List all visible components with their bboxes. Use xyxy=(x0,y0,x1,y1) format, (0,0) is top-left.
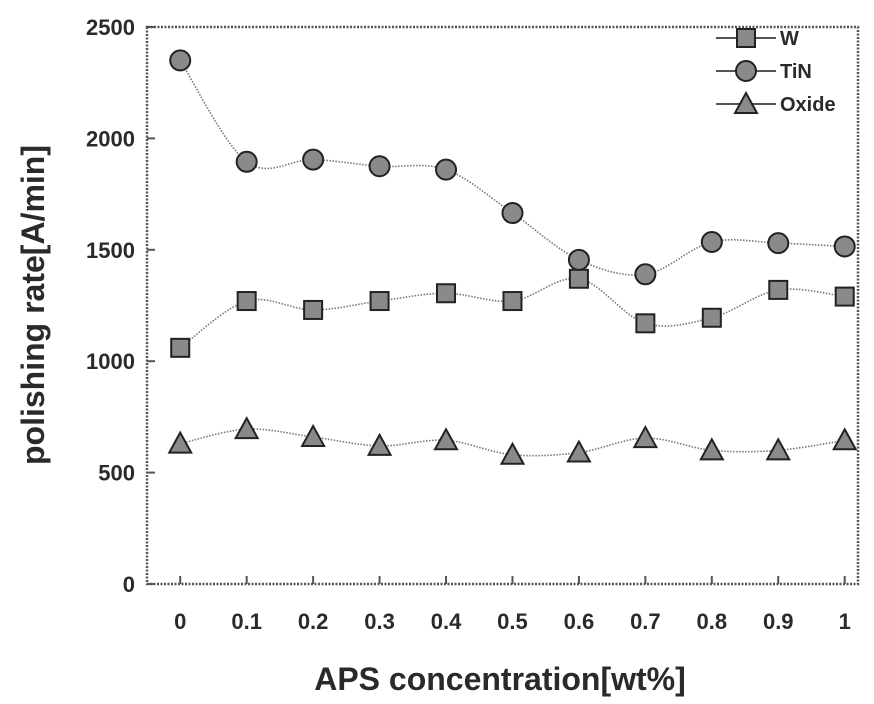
data-point-tin xyxy=(303,150,323,170)
series-line-w xyxy=(180,278,844,347)
x-tick-label: 0.4 xyxy=(431,609,462,634)
y-tick-labels: 0 500 1000 1500 2000 2500 xyxy=(86,15,135,597)
data-point-tin xyxy=(635,264,655,284)
x-tick-label: 0.6 xyxy=(564,609,595,634)
data-point-tin xyxy=(502,203,522,223)
data-point-w xyxy=(171,339,189,357)
data-point-w xyxy=(836,288,854,306)
data-point-w xyxy=(703,309,721,327)
y-tick-label: 0 xyxy=(123,572,135,597)
data-point-tin xyxy=(436,160,456,180)
x-tick-label: 0.3 xyxy=(364,609,395,634)
data-point-tin xyxy=(702,232,722,252)
data-point-w xyxy=(371,292,389,310)
legend-item-w: W xyxy=(716,28,799,50)
x-tick-label: 0.5 xyxy=(497,609,528,634)
series-oxide xyxy=(169,418,855,464)
data-point-oxide xyxy=(834,429,856,449)
y-tick-label: 1000 xyxy=(86,349,135,374)
data-point-oxide xyxy=(435,429,457,449)
x-tick-labels: 0 0.1 0.2 0.3 0.4 0.5 0.6 0.7 0.8 0.9 1 xyxy=(174,609,851,634)
y-tick-label: 1500 xyxy=(86,238,135,263)
legend-item-tin: TiN xyxy=(716,61,812,83)
data-point-tin xyxy=(835,236,855,256)
y-tick-label: 2000 xyxy=(86,126,135,151)
legend-label: W xyxy=(780,28,799,50)
legend-item-oxide: Oxide xyxy=(716,93,836,116)
x-tick-label: 0.1 xyxy=(231,609,262,634)
legend-marker-tin xyxy=(736,61,756,81)
legend-marker-w xyxy=(737,29,755,47)
legend-label: TiN xyxy=(780,61,812,83)
x-tick-label: 0.8 xyxy=(697,609,728,634)
y-tick-label: 500 xyxy=(98,461,135,486)
data-point-oxide xyxy=(767,439,789,459)
series-line-tin xyxy=(180,60,844,275)
x-tick-label: 0.9 xyxy=(763,609,794,634)
data-point-oxide xyxy=(236,418,258,438)
x-axis-title: APS concentration[wt%] xyxy=(314,661,686,697)
series-tin xyxy=(170,50,854,284)
data-point-oxide xyxy=(169,433,191,453)
data-point-w xyxy=(304,301,322,319)
y-tick-label: 2500 xyxy=(86,15,135,40)
data-point-w xyxy=(238,292,256,310)
y-axis-title: polishing rate[A/min] xyxy=(15,145,51,465)
data-point-tin xyxy=(170,50,190,70)
legend: W TiN Oxide xyxy=(716,28,836,116)
data-point-tin xyxy=(768,233,788,253)
data-point-w xyxy=(636,314,654,332)
data-point-tin xyxy=(569,250,589,270)
x-tick-label: 0.7 xyxy=(630,609,661,634)
data-point-oxide xyxy=(501,444,523,464)
data-point-w xyxy=(570,270,588,288)
data-point-tin xyxy=(237,152,257,172)
x-tick-label: 0.2 xyxy=(298,609,329,634)
data-point-oxide xyxy=(634,427,656,447)
data-point-tin xyxy=(370,156,390,176)
data-point-w xyxy=(437,284,455,302)
data-point-oxide xyxy=(369,435,391,455)
data-point-w xyxy=(503,292,521,310)
x-tick-label: 1 xyxy=(839,609,851,634)
legend-label: Oxide xyxy=(780,94,836,116)
data-point-w xyxy=(769,281,787,299)
x-tick-label: 0 xyxy=(174,609,186,634)
series-w xyxy=(171,270,853,357)
